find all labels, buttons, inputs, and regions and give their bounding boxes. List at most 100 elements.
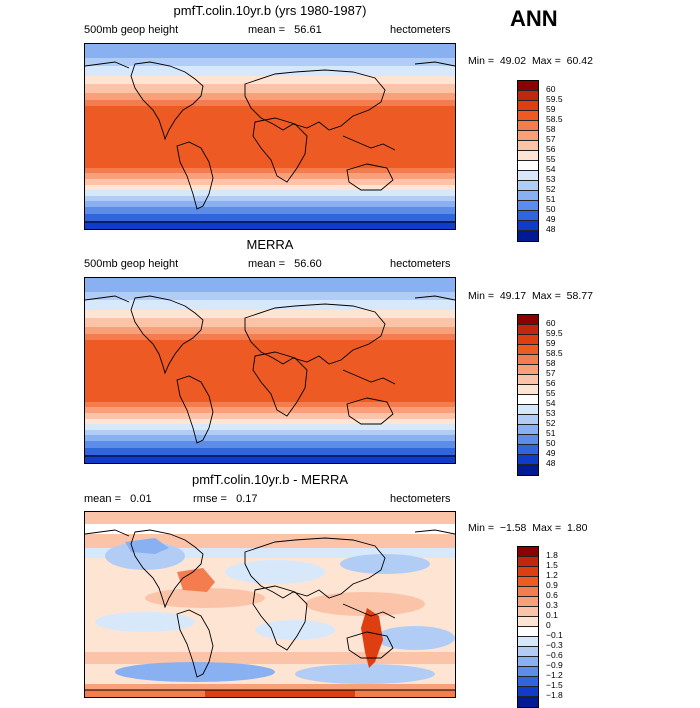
colorbar-level-label: 57 — [546, 368, 556, 378]
colorbar-level-label: 60 — [546, 84, 556, 94]
colorbar-swatch — [518, 131, 538, 141]
coastline-outline — [85, 529, 455, 691]
mean-label: mean = 56.61 — [248, 24, 322, 36]
mean-value: 56.61 — [294, 24, 322, 36]
colorbar-swatch — [518, 355, 538, 365]
colorbar-swatch — [518, 345, 538, 355]
units-label: hectometers — [390, 258, 451, 270]
colorbar-swatch — [518, 211, 538, 221]
colorbar-swatch — [518, 231, 538, 241]
colorbar-swatch — [518, 697, 538, 707]
units-label: hectometers — [390, 24, 451, 36]
colorbar-level-label: 52 — [546, 418, 556, 428]
colorbar-swatch — [518, 577, 538, 587]
map-field — [85, 44, 455, 229]
colorbar-swatch — [518, 111, 538, 121]
rmse-label: rmse = 0.17 — [193, 493, 258, 505]
panel-title: pmfT.colin.10yr.b (yrs 1980-1987) — [173, 3, 367, 18]
colorbar-level-label: −0.9 — [546, 660, 563, 670]
colorbar-swatch — [518, 201, 538, 211]
colorbar-swatch — [518, 607, 538, 617]
colorbar — [517, 80, 539, 242]
colorbar-level-label: 56 — [546, 378, 556, 388]
mean-value: 56.60 — [294, 258, 322, 270]
colorbar-level-label: 49 — [546, 448, 556, 458]
colorbar-swatch — [518, 405, 538, 415]
colorbar-level-label: 55 — [546, 154, 556, 164]
colorbar-level-label: 51 — [546, 194, 556, 204]
colorbar — [517, 314, 539, 476]
panel-title: MERRA — [246, 237, 294, 252]
coastline-outline — [85, 295, 455, 457]
colorbar-swatch — [518, 597, 538, 607]
colorbar-swatch — [518, 141, 538, 151]
min-max-label: Min = 49.02 Max = 60.42 — [468, 55, 593, 67]
colorbar-level-label: 60 — [546, 318, 556, 328]
colorbar-level-label: 0.6 — [546, 590, 558, 600]
colorbar-swatch — [518, 445, 538, 455]
colorbar-level-label: 0.9 — [546, 580, 558, 590]
colorbar-swatch — [518, 667, 538, 677]
map-field — [85, 278, 455, 463]
colorbar-level-label: 48 — [546, 458, 556, 468]
map-plot — [84, 43, 456, 230]
colorbar-level-label: 50 — [546, 438, 556, 448]
colorbar-level-label: 59 — [546, 338, 556, 348]
mean-label: mean = 0.01 — [84, 493, 152, 505]
colorbar-swatch — [518, 335, 538, 345]
colorbar-level-label: 54 — [546, 398, 556, 408]
colorbar-swatch — [518, 121, 538, 131]
colorbar-swatch — [518, 647, 538, 657]
min-max-label: Min = 49.17 Max = 58.77 — [468, 290, 593, 302]
rmse-value: 0.17 — [236, 493, 258, 505]
colorbar-swatch — [518, 191, 538, 201]
colorbar-level-label: −0.3 — [546, 640, 563, 650]
colorbar-swatch — [518, 425, 538, 435]
colorbar-swatch — [518, 687, 538, 697]
mean-label: mean = 56.60 — [248, 258, 322, 270]
colorbar-swatch — [518, 465, 538, 475]
season-label: ANN — [510, 6, 558, 31]
colorbar-level-label: 52 — [546, 184, 556, 194]
colorbar — [517, 546, 539, 708]
colorbar-swatch — [518, 587, 538, 597]
colorbar-swatch — [518, 81, 538, 91]
colorbar-swatch — [518, 415, 538, 425]
colorbar-level-label: 50 — [546, 204, 556, 214]
colorbar-level-label: 53 — [546, 174, 556, 184]
colorbar-level-label: −1.2 — [546, 670, 563, 680]
colorbar-level-label: 48 — [546, 224, 556, 234]
min-value: −1.58 — [499, 522, 527, 534]
colorbar-level-label: 59 — [546, 104, 556, 114]
colorbar-level-label: −1.8 — [546, 690, 563, 700]
colorbar-swatch — [518, 547, 538, 557]
mean-value: 0.01 — [130, 493, 152, 505]
colorbar-swatch — [518, 91, 538, 101]
colorbar-swatch — [518, 101, 538, 111]
colorbar-level-label: 58.5 — [546, 114, 563, 124]
colorbar-level-label: 0.3 — [546, 600, 558, 610]
panel-title: pmfT.colin.10yr.b - MERRA — [191, 472, 349, 487]
colorbar-level-label: 58 — [546, 358, 556, 368]
colorbar-swatch — [518, 637, 538, 647]
map-field — [85, 512, 455, 697]
colorbar-swatch — [518, 171, 538, 181]
colorbar-swatch — [518, 657, 538, 667]
map-plot — [84, 511, 456, 698]
colorbar-swatch — [518, 557, 538, 567]
colorbar-level-label: 58 — [546, 124, 556, 134]
colorbar-swatch — [518, 365, 538, 375]
units-label: hectometers — [390, 493, 451, 505]
colorbar-level-label: 54 — [546, 164, 556, 174]
colorbar-level-label: 51 — [546, 428, 556, 438]
colorbar-swatch — [518, 385, 538, 395]
colorbar-level-label: 0 — [546, 620, 551, 630]
max-value: 60.42 — [566, 55, 593, 67]
colorbar-level-label: 0.1 — [546, 610, 558, 620]
colorbar-level-label: 56 — [546, 144, 556, 154]
min-value: 49.02 — [499, 55, 527, 67]
colorbar-swatch — [518, 181, 538, 191]
colorbar-level-label: 1.2 — [546, 570, 558, 580]
min-value: 49.17 — [499, 290, 527, 302]
colorbar-level-label: 1.5 — [546, 560, 558, 570]
